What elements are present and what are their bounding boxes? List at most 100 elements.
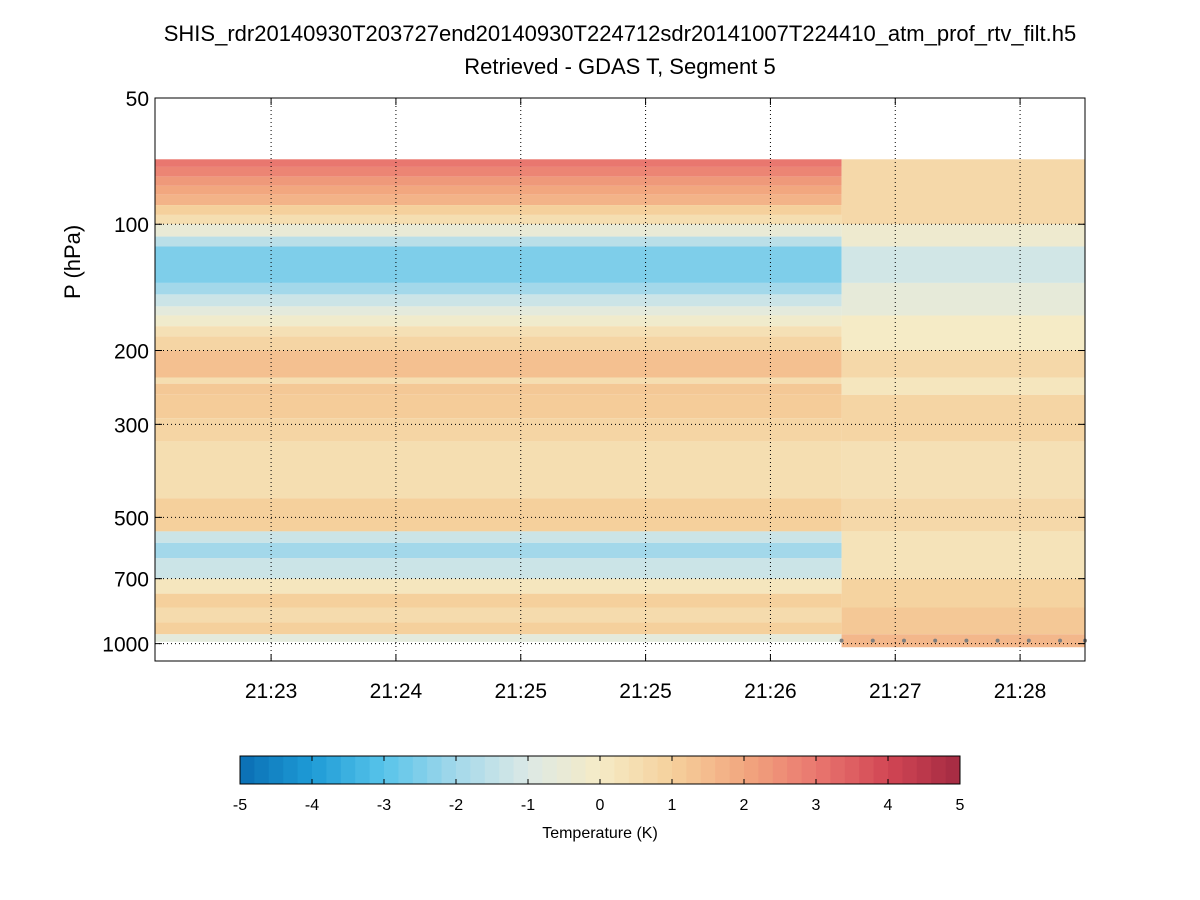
heatmap-cell: [155, 326, 842, 337]
heatmap-cell: [841, 578, 1085, 608]
heatmap-cell: [155, 634, 842, 642]
colorbar-swatch: [268, 756, 284, 784]
heatmap-cell: [841, 282, 1085, 316]
y-tick-label: 50: [126, 88, 149, 111]
colorbar-tick-label: -3: [377, 797, 391, 814]
surface-marker: [964, 638, 969, 643]
colorbar-swatch: [384, 756, 399, 784]
heatmap-cell: [155, 607, 842, 623]
heatmap-cell: [155, 214, 842, 225]
y-axis: 50 100 200 300 500 700 1000: [102, 88, 1085, 657]
colorbar-swatch: [484, 756, 500, 784]
heatmap-cell: [155, 498, 842, 532]
surface-marker: [995, 638, 1000, 643]
colorbar-swatch: [859, 756, 875, 784]
colorbar-swatch: [240, 756, 255, 784]
surface-markers: [839, 638, 1087, 643]
colorbar-swatch: [801, 756, 817, 784]
heatmap-cell: [841, 531, 1085, 579]
colorbar-swatch: [556, 756, 572, 784]
heatmap-cell: [841, 607, 1085, 635]
surface-marker: [901, 638, 906, 643]
x-tick-label: 21:26: [744, 680, 797, 703]
heatmap-cell: [155, 194, 842, 206]
colorbar-swatch: [916, 756, 932, 784]
colorbar-swatch: [931, 756, 947, 784]
colorbar-swatch: [758, 756, 774, 784]
colorbar-swatch: [657, 756, 673, 784]
heatmap-cell: [155, 578, 842, 594]
colorbar-tick-label: -2: [449, 797, 463, 814]
colorbar-swatch: [902, 756, 918, 784]
heatmap-cell: [841, 441, 1085, 499]
colorbar-tick-label: -5: [233, 797, 247, 814]
colorbar-swatch: [945, 756, 961, 784]
heatmap-cell: [155, 542, 842, 559]
colorbar-tick-label: 2: [740, 797, 749, 814]
heatmap-cell: [155, 294, 842, 307]
colorbar-swatch: [585, 756, 601, 784]
heatmap: [155, 159, 1085, 648]
heatmap-cell: [155, 159, 842, 167]
heatmap-cell: [155, 224, 842, 237]
heatmap-cell: [841, 634, 1085, 648]
colorbar-swatch: [528, 756, 543, 784]
heatmap-cell: [841, 159, 1085, 225]
heatmap-cell: [841, 315, 1085, 351]
heatmap-cell: [155, 176, 842, 186]
plot-frame: [154, 97, 1086, 662]
y-tick-label: 1000: [102, 634, 149, 657]
colorbar-swatch: [499, 756, 515, 784]
colorbar-swatch: [398, 756, 414, 784]
heatmap-cell: [155, 394, 842, 419]
heatmap-cell: [841, 394, 1085, 442]
heatmap-cell: [155, 315, 842, 327]
colorbar-swatch: [816, 756, 831, 784]
heatmap-cell: [155, 166, 842, 177]
heatmap-cell: [841, 350, 1085, 378]
x-tick-label: 21:23: [245, 680, 298, 703]
colorbar-swatch: [614, 756, 630, 784]
y-tick-label: 700: [114, 569, 149, 592]
colorbar-tick-label: 5: [956, 797, 965, 814]
colorbar-swatch: [744, 756, 759, 784]
surface-marker: [870, 638, 875, 643]
colorbar-tick-label: 1: [668, 797, 677, 814]
surface-marker: [933, 638, 938, 643]
heatmap-cell: [841, 498, 1085, 532]
surface-marker: [839, 638, 844, 643]
colorbar-swatch: [643, 756, 659, 784]
x-tick-label: 21:25: [619, 680, 672, 703]
colorbar-swatch: [700, 756, 716, 784]
heatmap-cell: [155, 185, 842, 195]
colorbar-swatch: [312, 756, 327, 784]
colorbar-tick-label: -1: [521, 797, 535, 814]
x-tick-label: 21:25: [494, 680, 547, 703]
colorbar-swatch: [787, 756, 803, 784]
heatmap-cell: [155, 236, 842, 247]
colorbar-swatch: [888, 756, 903, 784]
heatmap-cell: [155, 593, 842, 608]
y-tick-label: 100: [114, 214, 149, 237]
colorbar-tick-label: 0: [596, 797, 605, 814]
chart-title: SHIS_rdr20140930T203727end20140930T22471…: [164, 21, 1076, 46]
chart-subtitle: Retrieved - GDAS T, Segment 5: [464, 54, 775, 79]
colorbar-swatch: [456, 756, 471, 784]
heatmap-cell: [155, 383, 842, 395]
heatmap-cell: [841, 377, 1085, 395]
y-tick-label: 200: [114, 340, 149, 363]
y-axis-label: P (hPa): [60, 225, 85, 299]
colorbar-swatch: [326, 756, 342, 784]
colorbar-swatch: [844, 756, 860, 784]
colorbar-tick-label: -4: [305, 797, 319, 814]
x-axis: 21:23 21:24 21:25 21:25 21:26 21:27 21:28: [245, 98, 1046, 703]
colorbar-swatch: [542, 756, 558, 784]
heatmap-cell: [155, 282, 842, 295]
colorbar-swatch: [686, 756, 702, 784]
colorbar: -5 -4 -3 -2 -1 0 1 2 3 4 5: [233, 755, 965, 814]
colorbar-swatch: [729, 756, 745, 784]
heatmap-cell: [155, 622, 842, 635]
colorbar-swatch: [715, 756, 731, 784]
colorbar-swatch: [369, 756, 385, 784]
